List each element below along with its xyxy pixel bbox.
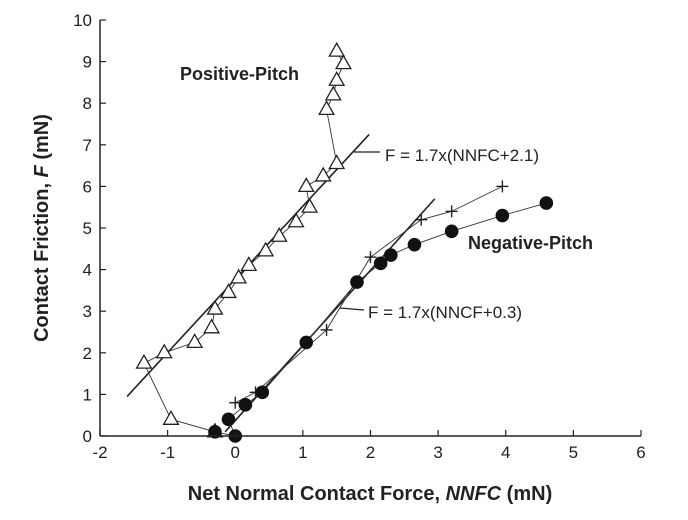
point-triangle [297,177,315,193]
point-triangle [328,41,346,57]
tick-layer: -2 -1 0 1 2 3 4 5 6 0 1 2 3 4 5 6 7 8 9 10 [73,11,646,462]
point-triangle [203,318,221,334]
point-triangle [318,100,336,116]
x-tick-label: 2 [366,443,375,462]
point-triangle [240,256,258,272]
point-circle [299,335,314,350]
x-tick-label: -1 [160,443,175,462]
point-circle [221,412,236,427]
y-tick-label: 8 [83,94,92,113]
annotation-fit-negative: F = 1.7x(NNCF+0.3) [368,303,522,322]
series-line-plus [235,185,503,404]
y-tick-label: 3 [83,302,92,321]
point-triangle [328,154,346,170]
x-tick-label: 1 [298,443,307,462]
point-plus [496,180,509,193]
point-triangle [206,299,224,315]
point-plus [364,251,377,264]
y-tick-label: 4 [83,261,92,280]
annotations: Positive-Pitch Negative-Pitch F = 1.7x(N… [180,64,593,322]
point-triangle [301,197,319,213]
point-triangle [328,71,346,86]
point-circle [208,425,222,439]
point-triangle [220,283,237,299]
leader-line-fit-negative [339,307,365,311]
point-triangle [324,85,342,101]
point-triangle [186,333,204,349]
point-triangle [257,241,275,257]
y-tick-label: 9 [83,53,92,72]
x-tick-label: 6 [636,443,645,462]
fit-lines [126,133,436,433]
point-triangle [334,54,352,70]
x-tick-label: 0 [231,443,240,462]
x-tick-label: 4 [501,443,510,462]
point-triangle [270,227,288,242]
point-circle [383,248,398,262]
point-circle [238,398,253,412]
point-triangle [287,212,305,228]
point-circle [444,224,459,239]
point-plus [320,323,333,336]
point-circle [373,256,388,271]
point-circle [495,208,510,223]
annotation-positive-pitch: Positive-Pitch [180,64,299,84]
point-circle [255,385,270,400]
point-plus [415,213,428,226]
point-plus [445,205,458,218]
x-tick-label: 3 [433,443,442,462]
y-tick-label: 10 [73,11,92,30]
annotation-negative-pitch: Negative-Pitch [468,233,593,253]
point-triangle [162,410,180,425]
annotation-fit-positive: F = 1.7x(NNFC+2.1) [385,146,539,165]
point-circle [539,196,554,210]
y-axis-title: Contact Friction, F (mN) [31,114,53,342]
y-tick-label: 7 [83,136,92,155]
series-line-triangle-open [143,50,344,433]
point-circle [350,275,364,289]
point-triangle [155,343,173,359]
y-tick-label: 1 [83,385,92,404]
x-tick-label: 5 [569,443,578,462]
x-axis-title: Net Normal Contact Force, NNFC (mN) [188,483,552,505]
point-circle [407,237,422,252]
point-triangle [230,268,248,284]
y-tick-label: 0 [83,427,92,446]
point-triangle [314,166,332,182]
series-layer [135,41,554,443]
y-tick-label: 2 [83,344,92,363]
x-tick-label: -2 [92,443,107,462]
y-tick-label: 6 [83,177,92,196]
y-tick-label: 5 [83,219,92,238]
point-triangle [135,353,153,369]
